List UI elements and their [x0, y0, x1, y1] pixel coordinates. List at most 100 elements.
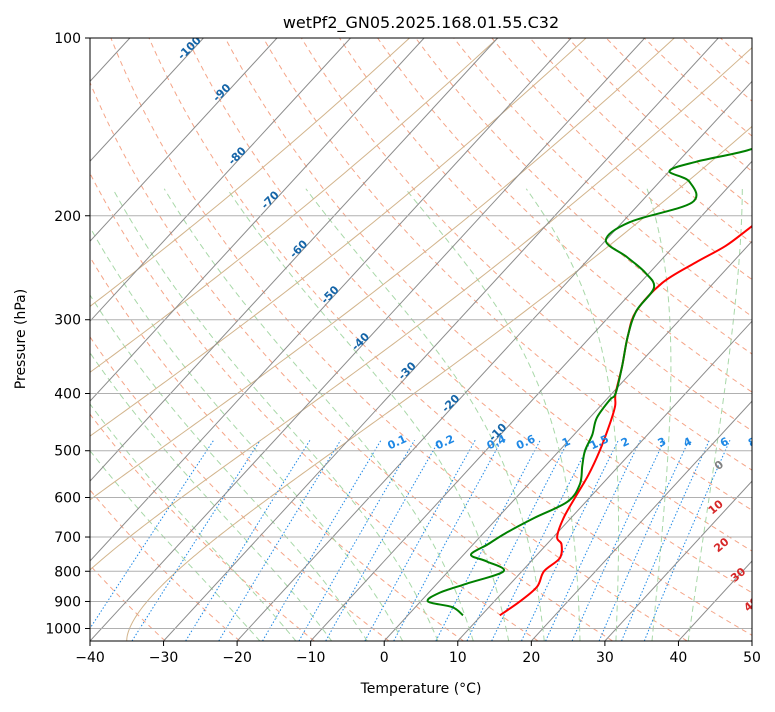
mixing-ratio-label: 10	[766, 433, 775, 451]
dry-adiabat-line	[110, 38, 688, 641]
isotherm-line	[90, 38, 204, 163]
y-tick-label: 800	[54, 564, 81, 580]
y-tick-label: 400	[54, 387, 81, 403]
plot-frame	[89, 37, 753, 642]
background-lines	[90, 38, 775, 641]
wet-bulb-line	[90, 47, 752, 571]
dry-adiabat-line	[300, 38, 752, 471]
dry-adiabat-line	[643, 38, 752, 137]
wet-bulb-line	[126, 125, 752, 641]
moist-adiabat-line	[226, 188, 510, 641]
dewpoint-profile-line	[426, 147, 752, 617]
mixing-ratio-line	[598, 440, 690, 641]
x-axis-label: Temperature (°C)	[360, 681, 482, 697]
mixing-ratio-line	[491, 440, 592, 641]
y-tick-label: 300	[54, 313, 81, 329]
x-tick-label: −20	[222, 650, 252, 666]
x-tick-label: 20	[522, 650, 540, 666]
y-tick-label: 200	[54, 209, 81, 225]
wet-bulb-line	[90, 38, 410, 308]
moist-adiabat-line	[687, 188, 743, 641]
x-tick-label: 10	[449, 650, 467, 666]
moist-adiabat-line	[112, 188, 439, 641]
temperature-profile-line	[499, 224, 752, 617]
dry-adiabat-line	[90, 413, 315, 641]
temperature-label: -80	[226, 144, 249, 167]
mixing-ratio-line	[643, 440, 731, 641]
isotherm-line	[90, 38, 646, 641]
dry-adiabat-line	[491, 38, 752, 281]
mixing-ratio-line	[521, 440, 619, 641]
moist-adiabat-line	[525, 188, 620, 641]
dry-adiabat-line	[529, 38, 752, 244]
y-axis-ticks: 100 200 300 400 500 600 700 800 900 1000	[45, 31, 90, 637]
y-tick-label: 700	[54, 530, 81, 546]
wet-bulb-line	[90, 38, 499, 373]
dry-adiabat-line	[759, 38, 775, 641]
x-tick-label: 50	[743, 650, 761, 666]
dry-adiabat-line	[90, 81, 613, 641]
isotherm-line	[457, 320, 752, 641]
mixing-ratio-label: 0.1	[385, 432, 408, 452]
mixing-ratio-label: 8	[746, 435, 758, 450]
dry-adiabat-line	[682, 38, 752, 102]
isotherm-line	[751, 640, 752, 641]
isotherm-line	[678, 560, 752, 641]
moist-adiabat-line	[405, 188, 581, 641]
moist-adiabat-line	[90, 226, 404, 641]
temperature-label: -70	[259, 188, 282, 211]
dry-adiabat-line	[224, 38, 752, 552]
moist-adiabat-line	[90, 351, 333, 641]
x-tick-label: −40	[75, 650, 105, 666]
moist-adiabat-line	[305, 188, 545, 641]
dry-adiabat-line	[90, 336, 390, 641]
wet-bulb-line	[90, 38, 587, 437]
isotherm-line	[90, 38, 278, 242]
mixing-ratio-line	[621, 440, 710, 641]
x-tick-label: −30	[149, 650, 179, 666]
mixing-ratio-label: 4	[681, 435, 694, 450]
mixing-ratio-line	[185, 439, 311, 641]
y-tick-label: 500	[54, 444, 81, 460]
mixing-ratio-line	[393, 440, 503, 641]
isotherm-line	[236, 80, 752, 641]
x-tick-label: −10	[296, 650, 326, 666]
isotherm-label: 0	[712, 458, 726, 473]
isotherm-line	[163, 38, 719, 641]
mixing-ratio-line	[466, 440, 570, 641]
dry-adiabat-line	[90, 172, 539, 641]
mixing-ratio-line	[435, 440, 541, 641]
isotherm-line	[310, 160, 752, 641]
y-tick-label: 900	[54, 594, 81, 610]
moist-adiabat-line	[646, 188, 672, 641]
y-tick-label: 100	[54, 31, 81, 47]
mixing-ratio-label: 2	[619, 435, 631, 450]
temperature-label: -60	[287, 237, 310, 260]
moist-adiabat-line	[90, 449, 261, 641]
dry-adiabat-line	[90, 256, 464, 641]
dry-adiabat-line	[262, 38, 752, 511]
dry-adiabat-line	[186, 38, 752, 594]
mixing-ratio-line	[262, 440, 382, 641]
y-tick-label: 600	[54, 490, 81, 506]
isotherm-label: 20	[711, 535, 731, 555]
mixing-ratio-line	[298, 440, 415, 641]
x-axis-ticks: −40 −30 −20 −10 0 10 20 30 40 50	[75, 641, 761, 666]
mixing-ratio-line	[571, 440, 665, 641]
x-tick-label: 30	[596, 650, 614, 666]
isotherm-line	[90, 38, 351, 322]
temperature-label: -20	[439, 392, 462, 415]
isotherm-line	[530, 400, 752, 641]
moist-adiabat-line	[90, 294, 368, 641]
annotation-labels: -100-90-80-70-60-50-40-30-20-100.1 0.2 0.4…	[175, 38, 775, 614]
isotherm-line	[90, 38, 499, 482]
x-tick-label: 0	[380, 650, 389, 666]
temperature-label: -90	[210, 81, 233, 104]
dry-adiabat-line	[453, 38, 752, 318]
temperature-label: -50	[318, 283, 341, 306]
temperature-label: -30	[396, 359, 419, 382]
x-tick-label: 40	[670, 650, 688, 666]
isotherm-line	[90, 38, 572, 562]
